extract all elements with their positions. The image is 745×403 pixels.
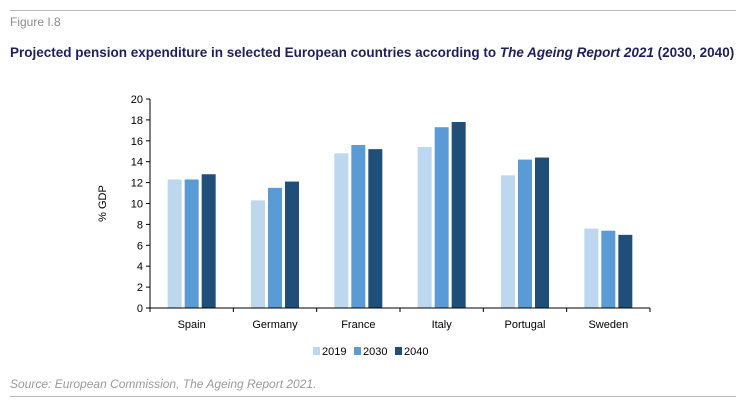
x-tick-label-italy: Italy [432,319,453,331]
x-tick-label-portugal: Portugal [505,319,546,331]
y-tick-label: 0 [137,303,143,315]
y-tick-label: 12 [131,178,143,190]
bottom-rule [10,396,736,397]
y-tick-label: 2 [137,282,143,294]
x-tick-label-sweden: Sweden [588,319,628,331]
legend-label-2019: 2019 [322,346,346,358]
bar-portugal-2040 [535,157,549,308]
source-suffix: . [313,377,317,391]
bar-germany-2030 [268,187,282,308]
chart-title: Projected pension expenditure in selecte… [10,43,735,62]
y-tick-label: 8 [137,219,143,231]
bar-france-2040 [368,149,383,308]
legend-swatch-2030 [354,347,361,355]
axes-group: Spain Germany France Italy Portugal Sweden 0 2 4… [97,94,651,331]
y-axis-label: % GDP [97,185,109,222]
bar-portugal-2030 [518,159,532,308]
bar-italy-2040 [451,121,466,309]
top-rule [10,10,736,11]
legend-swatch-2040 [395,347,402,355]
bar-sweden-2030 [601,230,616,308]
y-tick-label: 20 [131,94,143,106]
bar-spain-2019 [167,179,182,308]
bar-italy-2030 [434,127,449,308]
legend-label-2040: 2040 [404,346,428,358]
legend: 2019 2030 2040 [313,346,428,358]
bar-france-2030 [351,144,366,308]
legend-label-2030: 2030 [363,346,387,358]
source-text: European Commission, [51,377,183,391]
x-tick-label-spain: Spain [178,319,206,331]
bar-sweden-2019 [584,228,599,308]
y-tick-label: 16 [131,136,143,148]
title-text: Projected pension expenditure in selecte… [10,45,500,60]
y-tick-label: 4 [137,261,143,273]
bar-france-2019 [334,153,349,308]
bar-sweden-2040 [618,234,633,308]
bar-spain-2030 [184,179,199,308]
bar-germany-2040 [285,181,299,308]
bar-portugal-2019 [501,175,515,308]
bar-germany-2019 [251,200,265,308]
title-suffix: (2030, 2040) [653,45,735,60]
y-tick-label: 10 [131,199,143,211]
source-note: Source: European Commission, The Ageing … [10,377,316,391]
bars-group [167,121,633,309]
source-prefix: Source: [10,377,52,391]
y-tick-label: 14 [131,157,143,169]
y-tick-label: 18 [131,115,143,127]
source-italic: The Ageing Report 2021 [182,377,314,391]
legend-swatch-2019 [313,347,320,355]
bar-spain-2040 [201,174,216,308]
x-tick-label-germany: Germany [252,319,298,331]
y-tick-label: 6 [137,240,143,252]
title-italic: The Ageing Report 2021 [499,45,654,60]
figure-label: Figure I.8 [10,15,61,29]
x-tick-label-france: France [341,319,375,331]
bar-italy-2019 [417,147,432,308]
